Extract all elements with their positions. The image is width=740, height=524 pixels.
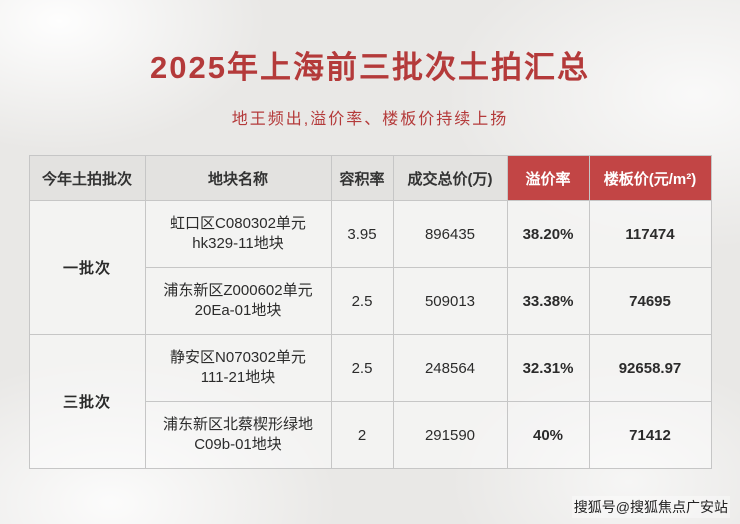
far-cell: 3.95 bbox=[330, 200, 394, 268]
batch-cell-3: 三批次 bbox=[28, 334, 146, 469]
total-price-cell: 896435 bbox=[392, 200, 508, 268]
col-header-total-price: 成交总价(万) bbox=[392, 155, 508, 201]
far-cell: 2.5 bbox=[330, 334, 394, 402]
page-title: 2025年上海前三批次土拍汇总 bbox=[150, 50, 590, 85]
floor-price-cell: 71412 bbox=[588, 401, 712, 469]
table-row: 三批次 静安区N070302单元 111-21地块 2.5 248564 32.… bbox=[28, 334, 712, 469]
col-header-plot-name: 地块名称 bbox=[144, 155, 332, 201]
floor-price-cell: 74695 bbox=[588, 267, 712, 335]
table-row: 一批次 虹口区C080302单元 hk329-11地块 3.95 896435 … bbox=[28, 200, 712, 335]
col-header-floor-price: 楼板价(元/m²) bbox=[588, 155, 712, 201]
plot-name-cell: 虹口区C080302单元 hk329-11地块 bbox=[144, 200, 332, 268]
far-cell: 2 bbox=[330, 401, 394, 469]
floor-price-cell: 92658.97 bbox=[588, 334, 712, 402]
header-row: 今年土拍批次 地块名称 容积率 成交总价(万) 溢价率 楼板价(元/m²) bbox=[28, 155, 712, 201]
total-price-cell: 248564 bbox=[392, 334, 508, 402]
plot-name-cell: 静安区N070302单元 111-21地块 bbox=[144, 334, 332, 402]
premium-rate-cell: 33.38% bbox=[506, 267, 590, 335]
plot-name-cell: 浦东新区Z000602单元 20Ea-01地块 bbox=[144, 267, 332, 335]
land-auction-table: 今年土拍批次 地块名称 容积率 成交总价(万) 溢价率 楼板价(元/m²) 一批… bbox=[28, 155, 712, 469]
page-subtitle: 地王频出,溢价率、楼板价持续上扬 bbox=[231, 111, 509, 128]
total-price-cell: 291590 bbox=[392, 401, 508, 469]
floor-price-cell: 117474 bbox=[588, 200, 712, 268]
table-row: 浦东新区Z000602单元 20Ea-01地块 2.5 509013 33.38… bbox=[29, 267, 712, 335]
premium-rate-cell: 40% bbox=[506, 401, 590, 469]
total-price-cell: 509013 bbox=[392, 267, 508, 335]
col-header-batch: 今年土拍批次 bbox=[28, 155, 146, 201]
premium-rate-cell: 38.20% bbox=[506, 200, 590, 268]
batch-cell-1: 一批次 bbox=[28, 200, 146, 335]
watermark: 搜狐号@搜狐焦点广安站 bbox=[571, 496, 730, 518]
table-row: 浦东新区北蔡楔形绿地 C09b-01地块 2 291590 40% 71412 bbox=[29, 401, 712, 469]
col-header-far: 容积率 bbox=[330, 155, 394, 201]
plot-name-cell: 浦东新区北蔡楔形绿地 C09b-01地块 bbox=[144, 401, 332, 469]
far-cell: 2.5 bbox=[330, 267, 394, 335]
col-header-premium-rate: 溢价率 bbox=[506, 155, 590, 201]
premium-rate-cell: 32.31% bbox=[506, 334, 590, 402]
